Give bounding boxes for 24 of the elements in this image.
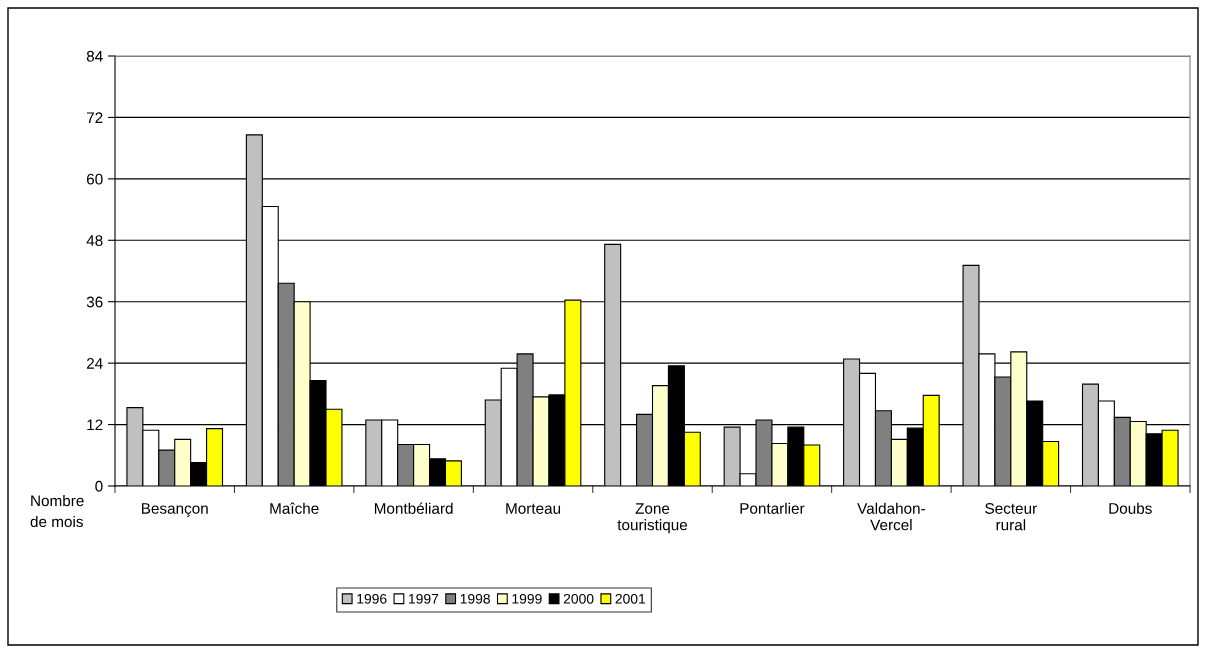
x-tick-label: Doubs bbox=[1109, 502, 1152, 514]
legend-label: 2001 bbox=[615, 593, 646, 604]
legend-label: 1997 bbox=[409, 593, 439, 604]
y-tick-label: 84 bbox=[86, 50, 103, 62]
y-tick-label: 48 bbox=[86, 235, 103, 246]
legend-label: 2000 bbox=[563, 593, 594, 604]
x-tick-label: Morteau bbox=[506, 503, 561, 514]
y-tick-label: 72 bbox=[86, 112, 103, 123]
y-tick-label: 24 bbox=[86, 358, 103, 369]
x-tick-label: Pontarlier bbox=[740, 502, 805, 514]
text: Nombre de mois bbox=[30, 495, 84, 528]
legend-label: 1999 bbox=[512, 593, 542, 604]
x-tick-label: Zone touristique bbox=[617, 503, 688, 534]
legend-label: 1998 bbox=[460, 593, 490, 604]
legend-label: 1996 bbox=[357, 593, 387, 604]
y-tick-label: 36 bbox=[86, 296, 103, 308]
x-tick-label: Valdahon- Vercel bbox=[857, 502, 925, 531]
y-tick-label: 60 bbox=[86, 173, 103, 185]
x-tick-label: Montbéliard bbox=[374, 502, 453, 514]
x-tick-label: Secteur rural bbox=[985, 503, 1037, 531]
x-tick-label: Maîche bbox=[270, 502, 319, 514]
y-tick-label: 0 bbox=[95, 480, 103, 492]
x-tick-label: Besançon bbox=[142, 503, 208, 517]
y-tick-label: 12 bbox=[87, 419, 103, 431]
